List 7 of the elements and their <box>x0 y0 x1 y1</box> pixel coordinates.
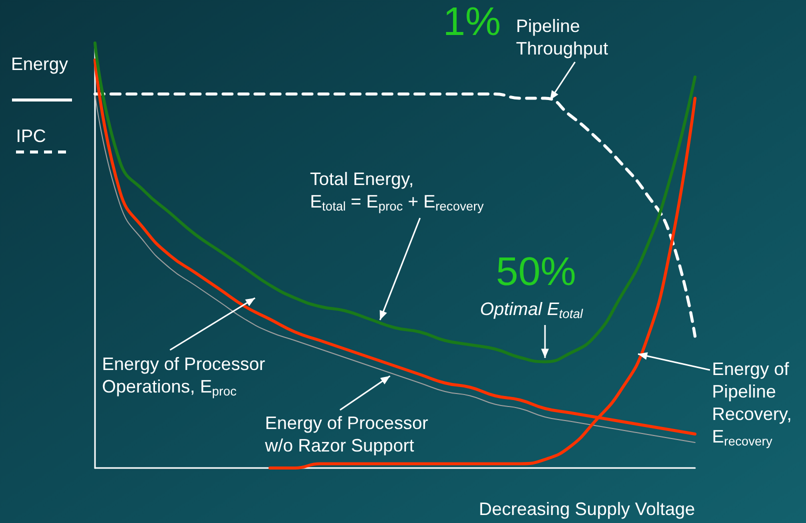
annotation: Pipeline Throughput <box>516 16 608 58</box>
annotation: 50% <box>496 250 576 294</box>
x-axis-title: Decreasing Supply Voltage <box>478 499 695 519</box>
text: IPC <box>16 126 46 146</box>
y-axis-title: Energy <box>11 54 68 74</box>
annotation: 1% <box>443 0 501 44</box>
annotation: Energy of Processor w/o Razor Support <box>264 413 428 456</box>
